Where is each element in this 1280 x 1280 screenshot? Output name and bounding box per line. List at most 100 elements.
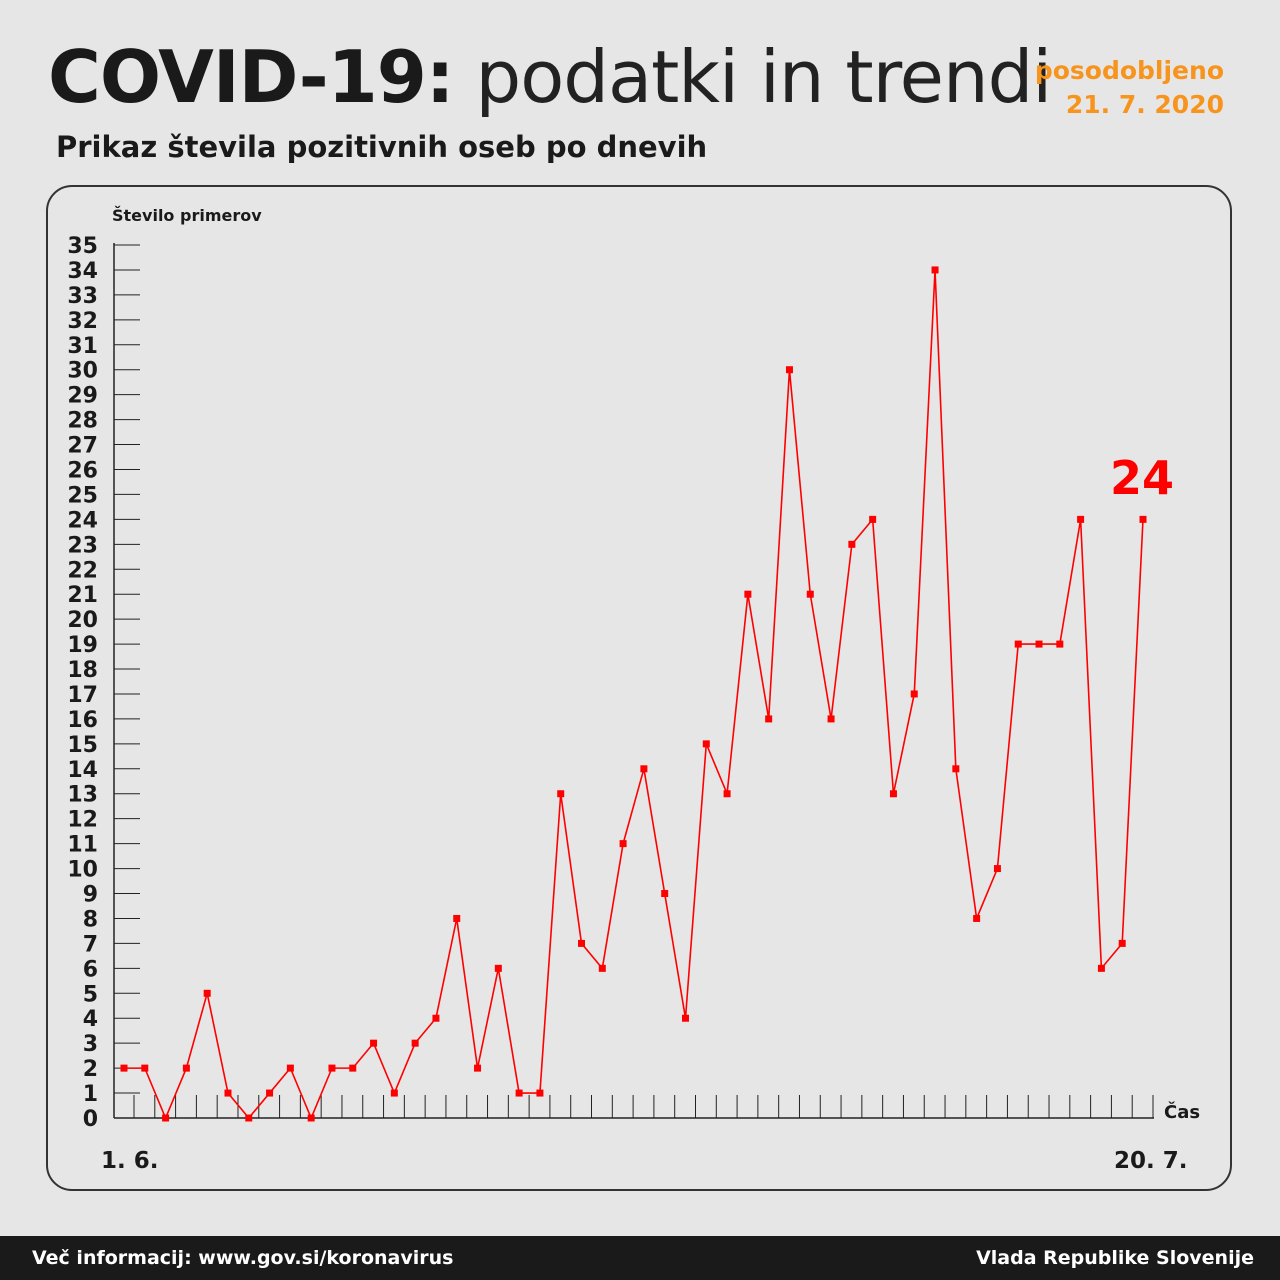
y-tick-label: 0 (83, 1107, 98, 1132)
data-point (411, 1039, 419, 1047)
data-point (1077, 515, 1085, 523)
data-point (993, 865, 1001, 873)
data-point (1035, 640, 1043, 648)
y-tick-label: 1 (83, 1082, 98, 1107)
data-point (1097, 964, 1105, 972)
y-tick-label: 15 (67, 733, 98, 758)
data-point (494, 964, 502, 972)
data-point (765, 715, 773, 723)
data-point (390, 1089, 398, 1097)
data-point (224, 1089, 232, 1097)
y-tick-label: 7 (83, 932, 98, 957)
data-point (328, 1064, 336, 1072)
data-point (349, 1064, 357, 1072)
y-tick-label: 3 (83, 1032, 98, 1057)
y-axis-label: Število primerov (112, 206, 262, 225)
data-point (1139, 515, 1147, 523)
y-tick-label: 29 (67, 384, 98, 409)
y-tick-label: 16 (67, 708, 98, 733)
data-point (827, 715, 835, 723)
data-point (973, 914, 981, 922)
data-point (203, 989, 211, 997)
data-point (889, 790, 897, 798)
y-tick-label: 25 (67, 483, 98, 508)
y-tick-label: 14 (67, 758, 98, 783)
data-point (162, 1114, 170, 1122)
data-point (286, 1064, 294, 1072)
data-point (744, 590, 752, 598)
data-point (1056, 640, 1064, 648)
y-tick-label: 6 (83, 957, 98, 982)
data-point (245, 1114, 253, 1122)
y-tick-label: 13 (67, 783, 98, 808)
y-tick-label: 22 (67, 558, 98, 583)
data-point (681, 1014, 689, 1022)
y-tick-label: 32 (67, 309, 98, 334)
data-point (578, 939, 586, 947)
y-tick-label: 23 (67, 533, 98, 558)
x-axis-label: Čas (1164, 1101, 1200, 1123)
data-point (619, 840, 627, 848)
data-point (1014, 640, 1022, 648)
x-start-label: 1. 6. (101, 1148, 159, 1174)
data-point (806, 590, 814, 598)
y-tick-label: 27 (67, 434, 98, 459)
y-tick-label: 9 (83, 883, 98, 908)
data-point (120, 1064, 128, 1072)
y-tick-label: 26 (67, 458, 98, 483)
data-point (723, 790, 731, 798)
footer: Več informacij: www.gov.si/koronavirus V… (0, 1236, 1280, 1280)
chart-panel (46, 185, 1232, 1191)
data-point (869, 515, 877, 523)
y-tick-label: 12 (67, 808, 98, 833)
title-bold: COVID-19: (48, 35, 455, 119)
data-point (785, 366, 793, 374)
footer-org: Vlada Republike Slovenije (976, 1247, 1254, 1269)
y-tick-label: 31 (67, 334, 98, 359)
updated-info: posodobljeno 21. 7. 2020 (1035, 54, 1224, 122)
data-point (640, 765, 648, 773)
y-tick-label: 8 (83, 907, 98, 932)
data-point (952, 765, 960, 773)
data-point (598, 964, 606, 972)
y-tick-label: 21 (67, 583, 98, 608)
data-point (702, 740, 710, 748)
x-end-label: 20. 7. (1114, 1148, 1188, 1174)
series-line (124, 269, 1144, 1121)
data-point (557, 790, 565, 798)
data-point (266, 1089, 274, 1097)
y-tick-label: 19 (67, 633, 98, 658)
y-tick-label: 20 (67, 608, 98, 633)
page-title: COVID-19: podatki in trendi (48, 32, 1053, 122)
data-point (370, 1039, 378, 1047)
y-tick-label: 17 (67, 683, 98, 708)
data-point (307, 1114, 315, 1122)
footer-info-link[interactable]: Več informacij: www.gov.si/koronavirus (32, 1247, 454, 1269)
data-point (453, 914, 461, 922)
y-tick-label: 24 (67, 508, 98, 533)
y-tick-label: 5 (83, 982, 98, 1007)
y-tick-label: 11 (67, 833, 98, 858)
y-tick-label: 34 (67, 259, 98, 284)
y-tick-label: 2 (83, 1057, 98, 1082)
last-value-label: 24 (1110, 451, 1174, 505)
y-tick-label: 4 (83, 1007, 98, 1032)
data-point (848, 540, 856, 548)
data-point (515, 1089, 523, 1097)
data-point (474, 1064, 482, 1072)
updated-date: 21. 7. 2020 (1065, 90, 1224, 119)
data-point (931, 266, 939, 274)
y-tick-label: 35 (67, 234, 98, 259)
title-light: podatki in trendi (475, 35, 1053, 119)
data-point (910, 690, 918, 698)
line-chart: Število primerov Čas 1. 6. 20. 7. 24 012… (67, 206, 1200, 1174)
y-tick-label: 10 (67, 858, 98, 883)
updated-label: posodobljeno (1034, 56, 1224, 85)
y-tick-label: 33 (67, 284, 98, 309)
data-point (1118, 939, 1126, 947)
data-point (182, 1064, 190, 1072)
y-tick-label: 28 (67, 409, 98, 434)
y-tick-label: 30 (67, 359, 98, 384)
y-tick-label: 18 (67, 658, 98, 683)
subtitle: Prikaz števila pozitivnih oseb po dnevih (56, 130, 708, 164)
